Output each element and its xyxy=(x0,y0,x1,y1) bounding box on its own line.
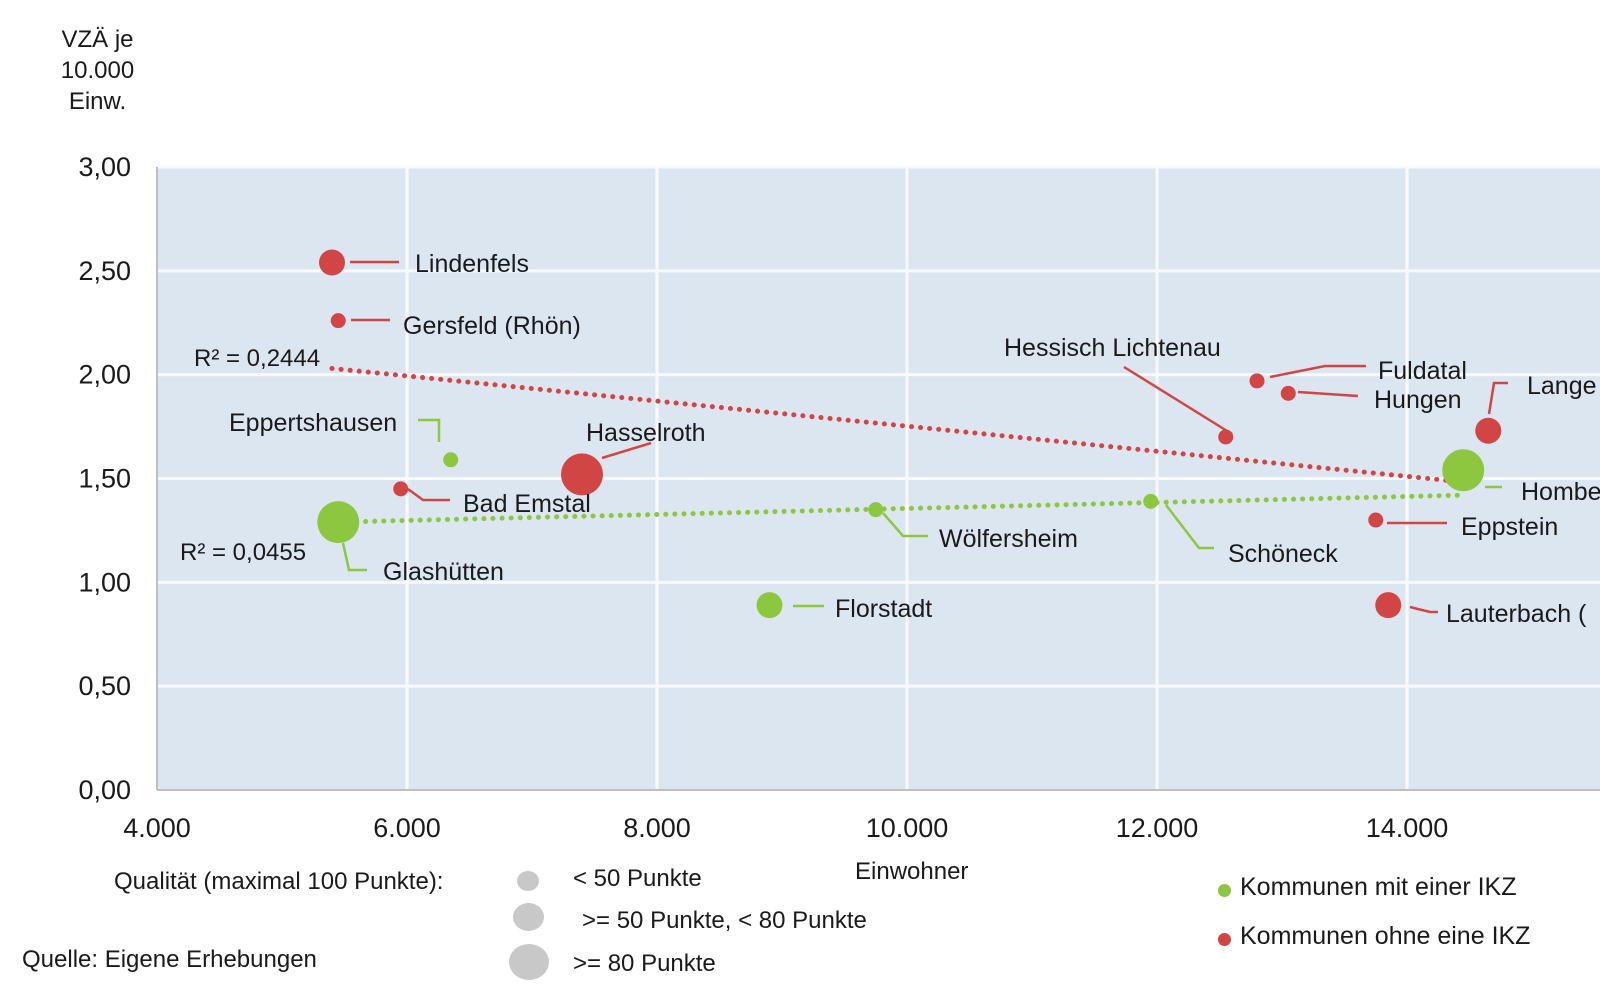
size-legend-small-label: < 50 Punkte xyxy=(573,865,702,892)
leader-line xyxy=(1269,364,1366,379)
data-point xyxy=(443,452,459,468)
point-label: Bad Emstal xyxy=(463,490,591,518)
data-point xyxy=(561,453,603,496)
tick-labels: 0,00 0,50 1,00 1,50 2,00 2,50 3,00 4.000 6.000 8.… xyxy=(78,152,1448,843)
leader-line xyxy=(341,542,367,572)
x-tick-label: 4.000 xyxy=(123,813,191,843)
axes xyxy=(156,167,1600,791)
data-point xyxy=(1280,385,1296,401)
point-label: Florstadt xyxy=(835,595,932,623)
x-axis-label: Einwohner xyxy=(855,858,969,885)
point-label: Hessisch Lichtenau xyxy=(1004,334,1221,362)
point-label: Lauterbach ( xyxy=(1446,600,1587,628)
legend-series-no-ikz: Kommunen ohne eine IKZ xyxy=(1240,922,1531,950)
point-label: Lindenfels xyxy=(415,250,529,278)
trend-lines xyxy=(329,365,1472,525)
size-legend-small-icon xyxy=(517,871,539,891)
data-point xyxy=(1143,493,1159,509)
r-squared-label: R² = 0,2444 xyxy=(194,345,320,372)
point-label: Wölfersheim xyxy=(939,525,1078,553)
leader-line xyxy=(601,441,652,460)
point-label: Lange xyxy=(1527,372,1597,400)
point-label: Glashütten xyxy=(383,558,504,586)
legend-series-ikz: Kommunen mit einer IKZ xyxy=(1240,873,1517,901)
leader-line xyxy=(407,487,450,502)
x-tick-label: 12.000 xyxy=(1116,813,1199,843)
leader-line xyxy=(1487,381,1508,415)
size-legend-medium-icon xyxy=(513,903,544,931)
data-point xyxy=(393,481,409,497)
x-tick-label: 14.000 xyxy=(1366,813,1449,843)
data-point xyxy=(1475,417,1502,444)
data-point xyxy=(1375,592,1402,619)
leader-line xyxy=(418,418,441,442)
source-note: Quelle: Eigene Erhebungen xyxy=(22,946,317,973)
data-point xyxy=(756,592,783,619)
leader-lines xyxy=(341,260,1508,614)
point-label: Eppstein xyxy=(1461,513,1558,541)
point-label: Hombe xyxy=(1521,478,1600,506)
size-legend-title: Qualität (maximal 100 Punkte): xyxy=(114,868,444,895)
y-tick-label: 3,00 xyxy=(78,152,131,182)
point-label: Hungen xyxy=(1374,386,1462,414)
grid-lines xyxy=(157,165,1600,790)
point-label: Eppertshausen xyxy=(229,409,397,437)
y-tick-label: 0,50 xyxy=(78,671,131,701)
y-axis-label-line: 10.000 xyxy=(60,57,135,84)
y-tick-label: 1,00 xyxy=(78,567,131,597)
y-axis-label: VZÄ je 10.000 Einw. xyxy=(40,24,155,117)
trendline xyxy=(329,365,1472,486)
data-point xyxy=(1442,449,1485,492)
y-tick-label: 2,50 xyxy=(78,256,131,286)
data-point xyxy=(1218,429,1234,445)
r-squared-label: R² = 0,0455 xyxy=(180,539,306,566)
point-labels: Eppertshausen Glashütten Wölfersheim Schöne… xyxy=(180,250,1600,628)
leader-line xyxy=(1297,390,1359,398)
data-point xyxy=(868,502,884,518)
leader-line xyxy=(1409,605,1438,614)
data-point xyxy=(319,249,345,276)
data-point xyxy=(317,501,360,544)
legend-red-marker xyxy=(1218,933,1231,946)
point-label: Hasselroth xyxy=(586,419,706,447)
point-label: Schöneck xyxy=(1228,540,1338,568)
data-point xyxy=(330,313,346,329)
data-points xyxy=(317,249,1502,619)
legend-green-marker xyxy=(1218,884,1231,897)
data-point xyxy=(1368,512,1384,528)
leader-line xyxy=(1123,365,1233,436)
y-axis-label-line: VZÄ je xyxy=(61,26,134,53)
y-tick-label: 2,00 xyxy=(78,360,131,390)
point-label: Fuldatal xyxy=(1378,357,1467,385)
x-tick-label: 8.000 xyxy=(623,813,691,843)
y-tick-label: 0,00 xyxy=(78,775,131,805)
size-legend-large-label: >= 80 Punkte xyxy=(573,950,716,977)
y-axis-label-line: Einw. xyxy=(68,88,127,115)
leader-line xyxy=(882,512,928,538)
x-tick-label: 10.000 xyxy=(866,813,949,843)
leader-line xyxy=(1165,504,1214,550)
size-legend-large-icon xyxy=(509,944,549,980)
trendline xyxy=(335,492,1466,525)
point-label: Gersfeld (Rhön) xyxy=(403,312,581,340)
y-tick-label: 1,50 xyxy=(78,464,131,494)
size-legend-medium-label: >= 50 Punkte, < 80 Punkte xyxy=(582,907,867,934)
data-point xyxy=(1249,373,1265,389)
x-tick-label: 6.000 xyxy=(373,813,441,843)
